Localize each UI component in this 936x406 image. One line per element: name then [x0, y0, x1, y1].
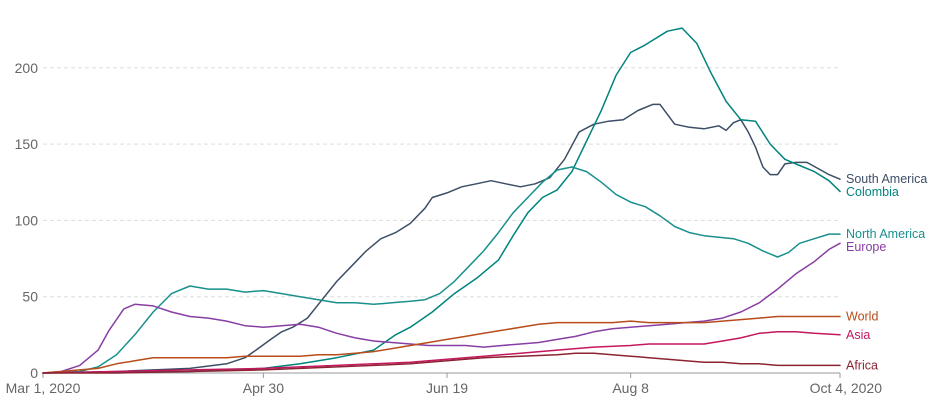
- y-tick-label: 150: [15, 136, 39, 152]
- series-label-africa: Africa: [846, 358, 878, 372]
- series-line-north-america: [42, 166, 841, 374]
- y-tick-label: 0: [30, 365, 38, 381]
- series-label-south-america: South America: [846, 172, 927, 186]
- series-label-north-america: North America: [846, 227, 925, 241]
- y-tick-label: 50: [22, 289, 38, 305]
- x-axis: [42, 372, 841, 378]
- series-label-colombia: Colombia: [846, 185, 899, 199]
- y-tick-label: 200: [15, 60, 39, 76]
- series-line-world: [42, 315, 841, 374]
- y-tick-label: 100: [15, 212, 39, 228]
- x-tick-label: Aug 8: [612, 380, 649, 396]
- gridlines: [43, 67, 840, 298]
- x-tick-label: Mar 1, 2020: [6, 380, 81, 396]
- x-tick-label: Oct 4, 2020: [810, 380, 883, 396]
- series-line-africa: [42, 352, 841, 374]
- series-line-colombia: [42, 27, 841, 374]
- x-tick-label: Apr 30: [243, 380, 284, 396]
- series-line-asia: [42, 331, 841, 374]
- series-label-asia: Asia: [846, 328, 870, 342]
- x-axis-tick-labels: Mar 1, 2020 Apr 30 Jun 19 Aug 8 Oct 4, 2020: [6, 380, 883, 396]
- series-lines: [42, 27, 841, 374]
- series-label-world: World: [846, 310, 878, 324]
- y-axis-tick-labels: 0 50 100 150 200: [15, 60, 39, 381]
- series-label-europe: Europe: [846, 240, 886, 254]
- series-line-europe: [42, 242, 841, 374]
- x-tick-label: Jun 19: [426, 380, 468, 396]
- series-line-south-america: [42, 103, 841, 374]
